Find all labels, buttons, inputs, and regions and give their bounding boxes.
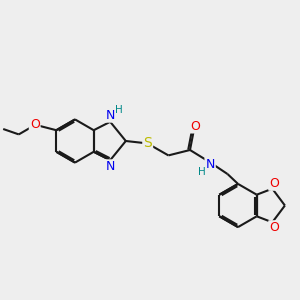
Text: O: O (269, 221, 279, 234)
Text: N: N (206, 158, 215, 171)
Text: H: H (115, 105, 123, 116)
Text: H: H (198, 167, 206, 177)
Text: O: O (30, 118, 40, 131)
Text: N: N (106, 160, 115, 173)
Text: O: O (269, 177, 279, 190)
Text: S: S (143, 136, 152, 150)
Text: O: O (190, 119, 200, 133)
Text: N: N (106, 109, 115, 122)
